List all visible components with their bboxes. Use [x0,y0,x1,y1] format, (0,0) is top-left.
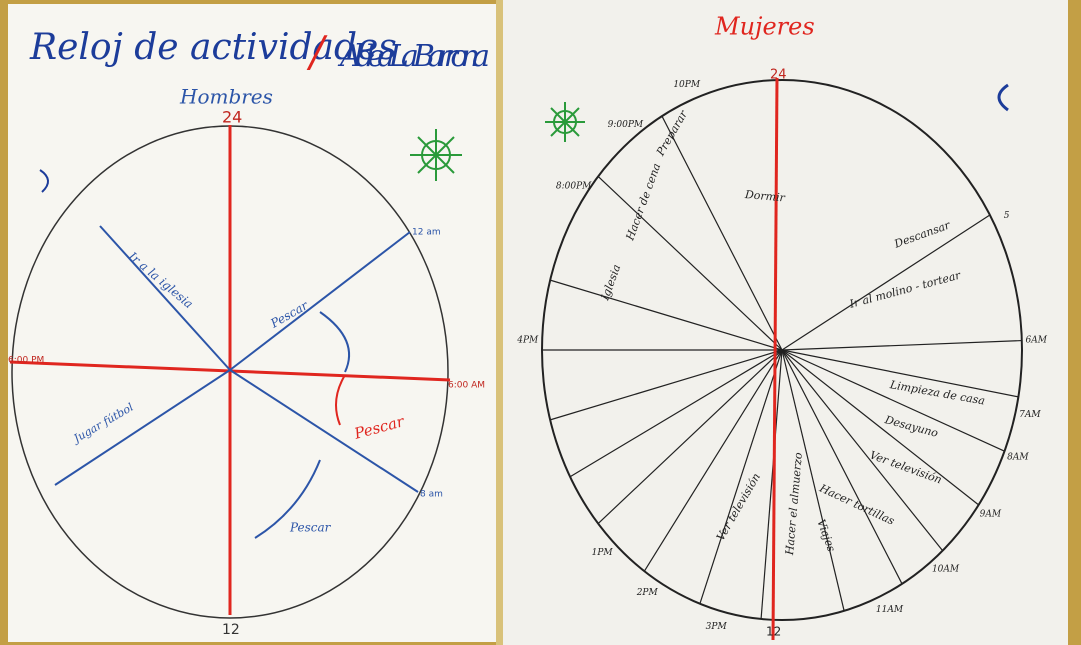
time-label: 8:00PM [556,181,592,191]
time-label: 4PM [516,336,539,346]
label: 24 [770,68,787,83]
heading: Mujeres [714,13,815,41]
time-label: 9:00PM [608,120,644,130]
time-label: 1PM [592,548,614,558]
label: 24 [222,108,242,127]
sun [545,102,585,142]
time-label: 10AM [932,565,960,575]
gap [496,0,503,645]
photo: Reloj de actividades / Aldea La Barrona … [0,0,1081,645]
place: Aldea La Barrona [337,39,490,74]
label: 6:00 AM [448,381,485,391]
group: Hombres [179,85,273,109]
time-label: 5 [1004,211,1010,221]
time-label: 2PM [636,588,659,598]
time-label: 3PM [706,622,728,632]
label: 12 [766,625,781,639]
label: 12 am [412,228,441,238]
label: 8 am [420,490,443,500]
time-label: 11AM [876,605,904,615]
time-label: 10PM [673,80,701,90]
page: Reloj de actividades / Aldea La Barrona … [0,0,1081,645]
label: 12 [222,622,240,638]
time-label: 6AM [1026,336,1048,346]
time-label: 7AM [1019,410,1041,420]
time-label: 9AM [980,510,1002,520]
label: 6:00 PM [8,356,44,366]
time-label: 8AM [1007,453,1029,463]
activity: Pescar [289,521,332,535]
